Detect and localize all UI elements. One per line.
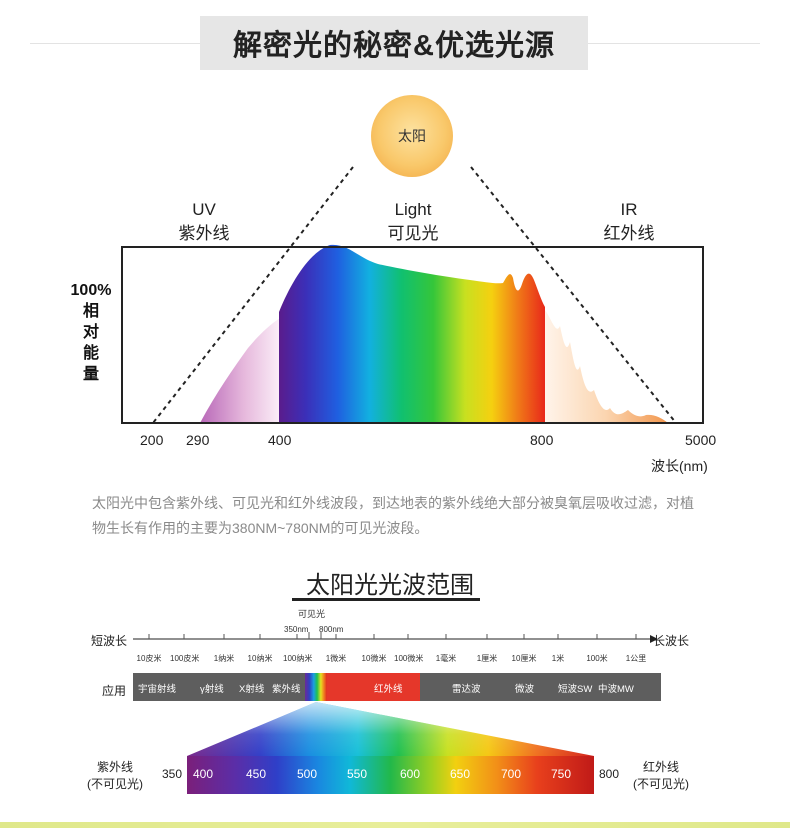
ir-energy-area — [545, 310, 668, 423]
app-shortwave: 短波SW — [558, 684, 593, 695]
scale-tick-label: 10微米 — [361, 654, 387, 663]
y-label-char-3: 能 — [82, 345, 99, 362]
spectrum-end-800: 800 — [599, 767, 620, 781]
scale-tick-label: 1纳米 — [213, 654, 235, 663]
app-cosmic-ray: 宇宙射线 — [138, 684, 177, 695]
y-label-percent: 100% — [70, 282, 112, 299]
x-tick-200: 200 — [140, 432, 164, 448]
ir-invisible-label: 红外线 (不可见光) — [626, 759, 696, 793]
scale-tick-label: 1公里 — [625, 654, 647, 663]
uv-energy-area — [200, 318, 280, 423]
range-title: 太阳光光波范围 — [306, 572, 474, 599]
visible-energy-area — [279, 244, 545, 423]
uv-side-note: (不可见光) — [87, 777, 143, 791]
application-label: 应用 — [102, 684, 127, 698]
app-radar: 雷达波 — [452, 684, 481, 695]
spectrum-frame — [121, 246, 704, 424]
range-title-underline — [292, 598, 480, 601]
long-wave-label: 长波长 — [653, 634, 690, 648]
band-light-zh: 可见光 — [387, 224, 439, 243]
spectrum-tick-500: 500 — [297, 767, 318, 781]
description-text: 太阳光中包含紫外线、可见光和红外线波段，到达地表的紫外线绝大部分被臭氧层吸收过滤… — [92, 495, 694, 536]
spectrum-start-350: 350 — [162, 767, 183, 781]
scale-tick-label: 1毫米 — [435, 654, 457, 663]
app-x-ray: X射线 — [239, 684, 265, 695]
spectrum-tick-550: 550 — [347, 767, 368, 781]
spectrum-tick-400: 400 — [193, 767, 214, 781]
scale-tick-label: 10皮米 — [136, 654, 162, 663]
scale-tick-label: 10纳米 — [247, 654, 273, 663]
uv-side-name: 紫外线 — [96, 760, 133, 774]
y-label-char-2: 对 — [82, 324, 99, 341]
wavelength-scale — [133, 632, 658, 643]
page-title: 解密光的秘密&优选光源 — [200, 16, 588, 70]
visible-spectrum-bar — [187, 756, 594, 794]
band-light-en: Light — [394, 200, 432, 219]
x-axis-unit: 波长(nm) — [651, 458, 708, 474]
spectrum-tick-450: 450 — [246, 767, 267, 781]
spectrum-tick-650: 650 — [450, 767, 471, 781]
visible-mark-350: 350nm — [284, 625, 309, 634]
x-tick-290: 290 — [186, 432, 210, 448]
sun-label: 太阳 — [398, 128, 426, 144]
ir-boundary-line — [470, 166, 677, 424]
scale-tick-label: 10厘米 — [511, 654, 537, 663]
ir-side-note: (不可见光) — [633, 777, 689, 791]
bottom-accent-strip — [0, 822, 790, 828]
scale-tick-label: 100纳米 — [283, 654, 313, 663]
visible-mark-800: 800nm — [319, 625, 344, 634]
scale-tick-label: 100米 — [586, 654, 608, 663]
solar-spectrum-chart — [121, 166, 704, 424]
band-ir-en: IR — [620, 200, 638, 219]
visible-light-label: 可见光 — [298, 609, 326, 619]
app-infrared: 红外线 — [374, 684, 403, 695]
scale-tick-label: 1米 — [551, 654, 565, 663]
visible-spectrum-expansion — [187, 702, 594, 794]
scale-tick-label: 1厘米 — [476, 654, 498, 663]
uv-invisible-label: 紫外线 (不可见光) — [80, 759, 150, 793]
y-axis-label: 100% 相 对 能 量 — [66, 280, 116, 385]
spectrum-tick-700: 700 — [501, 767, 522, 781]
application-spectrum-band — [305, 673, 420, 701]
app-microwave: 微波 — [515, 684, 535, 695]
spectrum-tick-750: 750 — [551, 767, 572, 781]
band-ir: IR 红外线 — [569, 198, 689, 246]
scale-tick-label: 1微米 — [325, 654, 347, 663]
band-uv-en: UV — [192, 200, 216, 219]
app-mediumwave: 中波MW — [598, 684, 634, 695]
y-label-char-4: 量 — [82, 366, 99, 383]
spectrum-tick-600: 600 — [400, 767, 421, 781]
x-tick-800: 800 — [530, 432, 554, 448]
x-tick-5000: 5000 — [685, 432, 717, 448]
band-light: Light 可见光 — [353, 198, 473, 246]
scale-tick-label: 100微米 — [394, 654, 424, 663]
short-wave-label: 短波长 — [91, 634, 128, 648]
scale-tick-label: 100皮米 — [170, 654, 200, 663]
band-uv-zh: 紫外线 — [178, 224, 230, 243]
x-tick-400: 400 — [268, 432, 292, 448]
band-uv: UV 紫外线 — [144, 198, 264, 246]
app-gamma-ray: γ射线 — [200, 684, 224, 695]
app-ultraviolet: 紫外线 — [272, 684, 301, 695]
sun-circle: 太阳 — [371, 95, 453, 177]
ir-side-name: 红外线 — [642, 760, 679, 774]
y-label-char-1: 相 — [82, 303, 99, 320]
uv-boundary-line — [152, 166, 354, 424]
band-ir-zh: 红外线 — [603, 224, 655, 243]
